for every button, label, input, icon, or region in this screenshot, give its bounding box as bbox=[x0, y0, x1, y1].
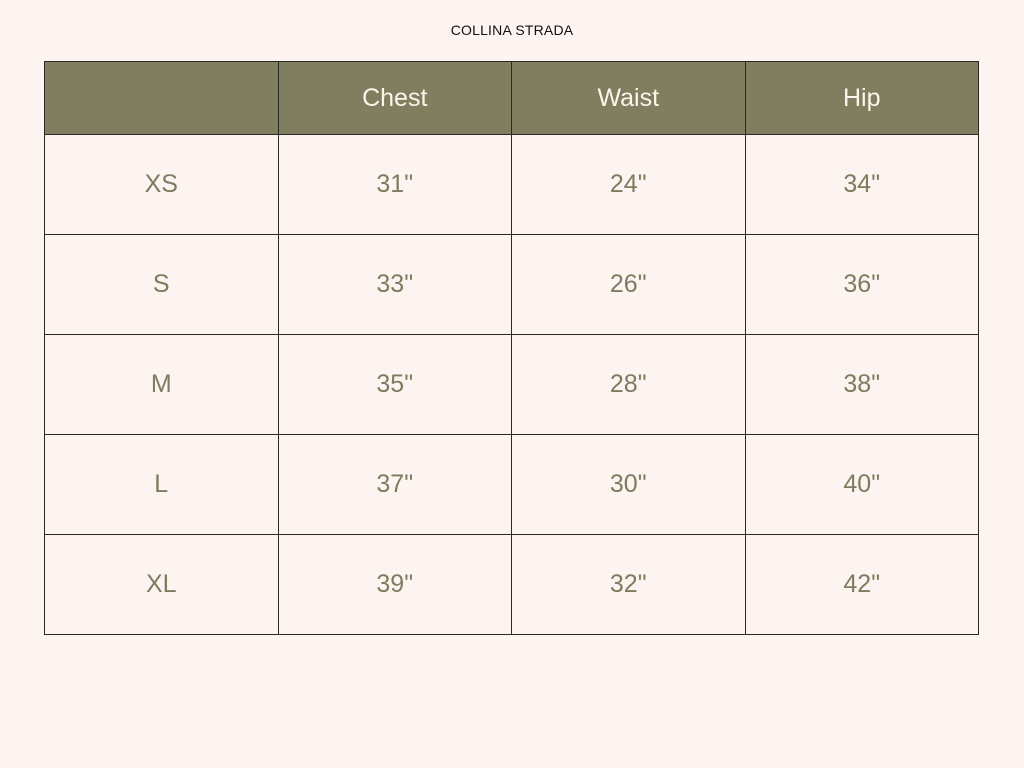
cell-size: XS bbox=[44, 134, 279, 235]
table-header-row: Chest Waist Hip bbox=[44, 61, 979, 135]
table-row: XL 39" 32" 42" bbox=[44, 534, 979, 635]
cell-size: M bbox=[44, 334, 279, 435]
cell-waist: 30" bbox=[511, 434, 746, 535]
size-chart-table: Chest Waist Hip XS 31" 24" 34" S 33" 26" 36" M 35… bbox=[44, 61, 979, 635]
cell-hip: 38" bbox=[744, 334, 979, 435]
header-cell-waist: Waist bbox=[511, 61, 746, 135]
cell-size: S bbox=[44, 234, 279, 335]
table-row: XS 31" 24" 34" bbox=[44, 134, 979, 235]
cell-chest: 37" bbox=[277, 434, 512, 535]
cell-chest: 35" bbox=[277, 334, 512, 435]
header-cell-chest: Chest bbox=[277, 61, 512, 135]
cell-chest: 31" bbox=[277, 134, 512, 235]
cell-hip: 34" bbox=[744, 134, 979, 235]
cell-size: L bbox=[44, 434, 279, 535]
brand-title: COLLINA STRADA bbox=[450, 22, 574, 38]
table-row: L 37" 30" 40" bbox=[44, 434, 979, 535]
cell-waist: 24" bbox=[511, 134, 746, 235]
cell-chest: 39" bbox=[277, 534, 512, 635]
table-row: M 35" 28" 38" bbox=[44, 334, 979, 435]
cell-waist: 28" bbox=[511, 334, 746, 435]
cell-hip: 40" bbox=[744, 434, 979, 535]
cell-hip: 36" bbox=[744, 234, 979, 335]
cell-size: XL bbox=[44, 534, 279, 635]
cell-waist: 26" bbox=[511, 234, 746, 335]
cell-chest: 33" bbox=[277, 234, 512, 335]
cell-hip: 42" bbox=[744, 534, 979, 635]
header-cell-empty bbox=[44, 61, 279, 135]
cell-waist: 32" bbox=[511, 534, 746, 635]
table-row: S 33" 26" 36" bbox=[44, 234, 979, 335]
header-cell-hip: Hip bbox=[744, 61, 979, 135]
